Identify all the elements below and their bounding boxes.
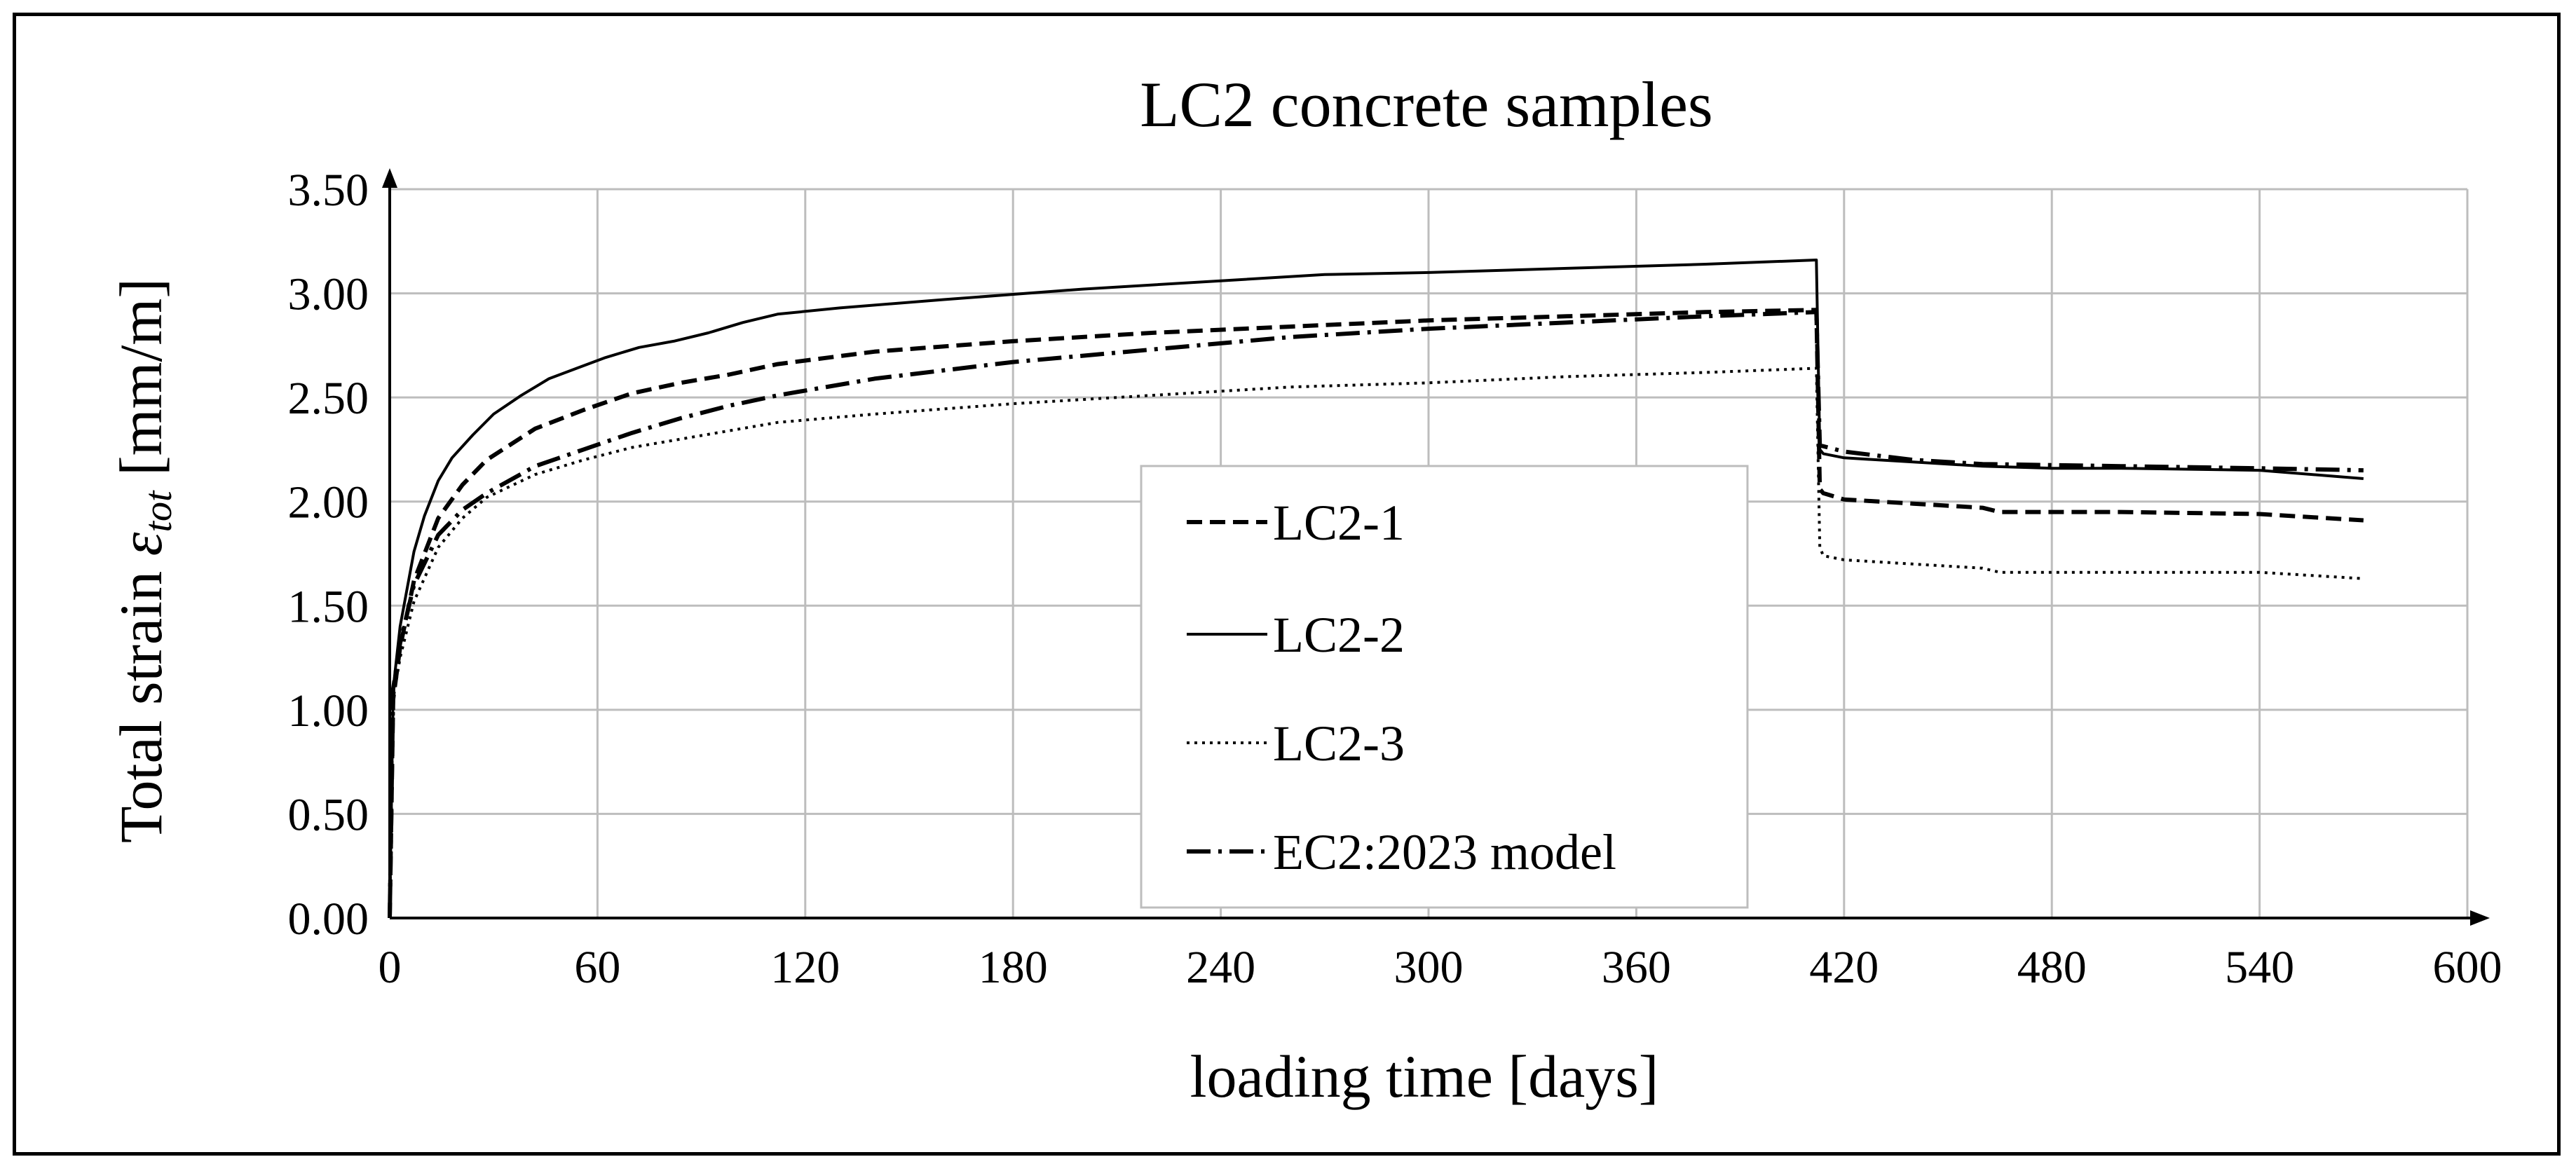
- legend-label-ec2-2023-model: EC2:2023 model: [1273, 824, 1616, 880]
- legend-label-lc2-3: LC2-3: [1273, 715, 1405, 772]
- series-lines: [388, 259, 2364, 919]
- y-axis-label-suffix: [mm/m]: [107, 278, 175, 491]
- y-axis-label-subscript: tot: [137, 490, 180, 533]
- x-axis-arrow: [2470, 910, 2490, 926]
- y-tick-labels: 0.00 0.50 1.00 1.50 2.00 2.50 3.00 3.50: [288, 165, 369, 945]
- y-axis-label-prefix: Total strain: [107, 556, 175, 843]
- x-tick-label: 0: [379, 942, 402, 993]
- legend: LC2-1 LC2-2 LC2-3 EC2:2023 model: [1140, 465, 1749, 909]
- x-tick-label: 120: [770, 942, 840, 993]
- x-tick-label: 300: [1394, 942, 1464, 993]
- x-tick-label: 180: [979, 942, 1048, 993]
- chart-title: LC2 concrete samples: [1140, 69, 1713, 140]
- y-tick-label: 1.50: [288, 581, 369, 632]
- y-axis-label: Total strain εtot [mm/m]: [107, 278, 180, 843]
- y-axis-arrow: [382, 168, 397, 188]
- chart-frame: [13, 13, 2561, 1156]
- series-line-lc2-2: [388, 259, 2364, 919]
- x-tick-labels: 0 60 120 180 240 300 360 420 480 540 600: [379, 942, 2502, 993]
- x-tick-label: 600: [2433, 942, 2502, 993]
- y-tick-label: 2.50: [288, 373, 369, 424]
- y-tick-label: 3.50: [288, 165, 369, 216]
- y-tick-label: 0.00: [288, 893, 369, 945]
- x-tick-label: 60: [574, 942, 620, 993]
- x-tick-label: 540: [2225, 942, 2294, 993]
- legend-label-lc2-2: LC2-2: [1273, 607, 1405, 663]
- y-tick-label: 1.00: [288, 685, 369, 737]
- x-tick-label: 480: [2017, 942, 2087, 993]
- x-tick-label: 240: [1186, 942, 1255, 993]
- legend-box: [1140, 465, 1749, 909]
- x-axis-label: loading time [days]: [1190, 1043, 1659, 1110]
- y-tick-label: 3.00: [288, 269, 369, 320]
- x-tick-label: 420: [1809, 942, 1879, 993]
- x-tick-label: 360: [1602, 942, 1671, 993]
- y-tick-label: 0.50: [288, 789, 369, 840]
- y-tick-label: 2.00: [288, 477, 369, 528]
- legend-label-lc2-1: LC2-1: [1273, 495, 1405, 551]
- series-line-ec2-2023-model: [388, 310, 2364, 919]
- series-line-lc2-1: [388, 308, 2364, 919]
- y-axis-label-symbol: ε: [107, 532, 175, 556]
- series-line-lc2-3: [388, 367, 2364, 919]
